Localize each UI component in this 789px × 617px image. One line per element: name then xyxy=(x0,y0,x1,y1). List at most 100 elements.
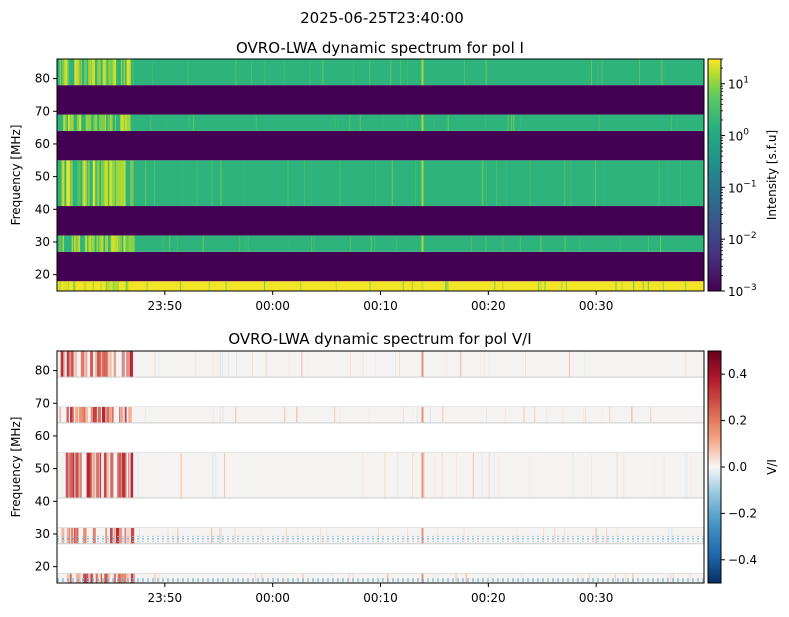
burst-streak xyxy=(66,406,69,423)
faint-streak xyxy=(481,160,483,207)
burst-streak xyxy=(92,452,96,499)
burst-streak xyxy=(122,452,126,499)
burst-streak xyxy=(74,527,78,544)
panel-1-x-axis: 23:50 00:00 00:10 00:20 00:30 xyxy=(148,291,613,313)
burst-streak xyxy=(85,573,89,583)
burst-streak xyxy=(113,351,115,378)
burst-streak xyxy=(59,235,62,252)
faint-streak xyxy=(472,452,474,499)
burst-streak xyxy=(124,452,127,499)
faint-streak xyxy=(504,406,506,423)
burst-streak xyxy=(85,114,89,131)
faint-streak xyxy=(609,406,611,423)
burst-streak xyxy=(129,235,132,252)
faint-streak xyxy=(623,452,625,499)
burst-streak xyxy=(128,59,131,86)
burst-streak xyxy=(92,281,95,291)
faint-streak xyxy=(564,235,566,252)
faint-streak xyxy=(583,406,585,423)
burst-streak xyxy=(71,235,74,252)
faint-streak xyxy=(167,527,169,544)
event-streak xyxy=(421,235,424,252)
burst-streak xyxy=(79,114,81,131)
faint-streak xyxy=(154,160,156,207)
burst-streak xyxy=(66,351,69,378)
burst-streak xyxy=(67,406,69,423)
burst-streak xyxy=(116,452,120,499)
burst-streak xyxy=(123,59,126,86)
burst-streak xyxy=(93,114,96,131)
faint-streak xyxy=(369,59,371,86)
faint-streak xyxy=(570,160,572,207)
faint-streak xyxy=(310,235,312,252)
faint-streak xyxy=(412,406,414,423)
faint-streak xyxy=(287,235,289,252)
burst-streak xyxy=(121,160,124,207)
faint-streak xyxy=(215,452,217,499)
faint-streak xyxy=(445,281,447,291)
burst-streak xyxy=(98,235,102,252)
burst-streak xyxy=(100,573,103,583)
band-78-86mhz xyxy=(57,59,704,86)
faint-streak xyxy=(516,527,518,544)
burst-streak xyxy=(132,235,135,252)
faint-streak xyxy=(252,351,254,378)
faint-streak xyxy=(463,527,465,544)
faint-streak xyxy=(597,59,599,86)
burst-streak xyxy=(106,406,110,423)
faint-streak xyxy=(482,160,484,207)
faint-streak xyxy=(671,527,673,544)
faint-streak xyxy=(220,527,222,544)
burst-streak xyxy=(112,406,114,423)
colorbar-tick-label: 0.2 xyxy=(728,414,747,428)
x-tick-label: 00:20 xyxy=(471,299,506,313)
faint-streak xyxy=(304,160,306,207)
y-tick-label: 60 xyxy=(35,137,50,151)
burst-streak xyxy=(123,235,126,252)
burst-streak xyxy=(128,406,132,423)
faint-streak xyxy=(374,351,376,378)
faint-streak xyxy=(445,351,447,378)
burst-streak xyxy=(105,281,107,291)
faint-streak xyxy=(534,406,536,423)
faint-streak xyxy=(338,114,340,131)
burst-streak xyxy=(108,406,112,423)
burst-streak xyxy=(107,59,111,86)
burst-streak xyxy=(79,452,82,499)
burst-streak xyxy=(109,527,113,544)
burst-streak xyxy=(80,406,84,423)
faint-streak xyxy=(588,573,590,583)
faint-streak xyxy=(132,59,134,86)
burst-streak xyxy=(105,235,109,252)
faint-streak xyxy=(660,59,662,86)
y-tick-label: 20 xyxy=(35,560,50,574)
burst-streak xyxy=(121,351,125,378)
faint-streak xyxy=(668,527,670,544)
faint-streak xyxy=(490,573,492,583)
burst-streak xyxy=(84,59,87,86)
burst-streak xyxy=(92,527,95,544)
burst-streak xyxy=(99,351,102,378)
burst-streak xyxy=(72,452,75,499)
faint-streak xyxy=(620,235,622,252)
faint-streak xyxy=(139,527,141,544)
faint-streak xyxy=(362,452,364,499)
faint-streak xyxy=(296,406,298,423)
faint-streak xyxy=(322,59,324,86)
faint-streak xyxy=(429,406,431,423)
faint-streak xyxy=(601,59,603,86)
faint-streak xyxy=(603,160,605,207)
faint-streak xyxy=(686,452,688,499)
faint-streak xyxy=(403,406,405,423)
burst-streak xyxy=(87,160,90,207)
colorbar-tick-label: −0.4 xyxy=(728,553,757,567)
faint-streak xyxy=(391,160,393,207)
burst-streak xyxy=(85,351,88,378)
band-55-64mhz xyxy=(57,422,704,453)
faint-streak xyxy=(455,452,457,499)
faint-streak xyxy=(389,59,391,86)
faint-streak xyxy=(512,114,514,131)
burst-streak xyxy=(112,281,114,291)
band-78-86mhz xyxy=(57,351,704,378)
